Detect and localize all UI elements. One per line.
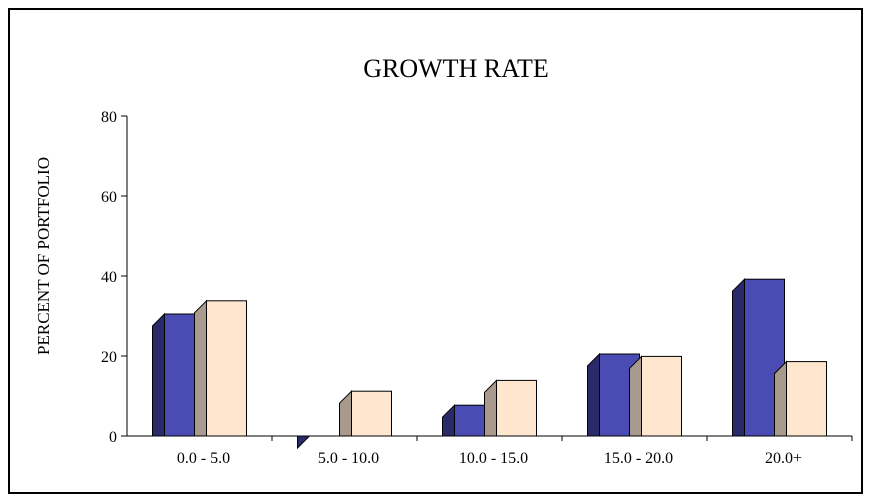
bar-side [587, 352, 600, 437]
y-axis-label: PERCENT OF PORTFOLIO [34, 157, 53, 355]
bars [152, 277, 827, 450]
bar-side [152, 312, 165, 437]
bar [206, 300, 247, 437]
bar-side [297, 435, 311, 450]
bar-side [732, 277, 745, 437]
bar [786, 361, 827, 437]
x-tick-label: 10.0 - 15.0 [459, 450, 528, 467]
y-tick-label: 20 [101, 349, 117, 366]
bar-side [442, 403, 455, 437]
chart-frame: GROWTH RATE PERCENT OF PORTFOLIO 0 20 40 60… [8, 8, 863, 494]
x-tick-label: 0.0 - 5.0 [177, 450, 230, 467]
x-tick-label: 20.0+ [765, 450, 802, 467]
y-tick-label: 40 [101, 269, 117, 286]
bar-side [339, 389, 352, 437]
y-tick-label: 60 [101, 189, 117, 206]
y-tick-label: 0 [109, 429, 117, 446]
bar-side [484, 379, 497, 437]
bar-side [774, 360, 787, 437]
bar [641, 355, 682, 437]
x-tick-label: 5.0 - 10.0 [318, 450, 379, 467]
bar-side [194, 299, 207, 437]
tick-labels: 0 20 40 60 80 0.0 - 5.0 5.0 - 10.0 10.0 - 15.0 1… [101, 109, 802, 467]
bar [744, 278, 785, 437]
bar [351, 390, 392, 437]
bar-chart: GROWTH RATE PERCENT OF PORTFOLIO 0 20 40 60… [34, 54, 853, 467]
y-tick-label: 80 [101, 109, 117, 126]
bar [496, 379, 537, 437]
bar-side [629, 355, 642, 437]
chart-title: GROWTH RATE [363, 54, 549, 83]
x-tick-label: 15.0 - 20.0 [604, 450, 673, 467]
